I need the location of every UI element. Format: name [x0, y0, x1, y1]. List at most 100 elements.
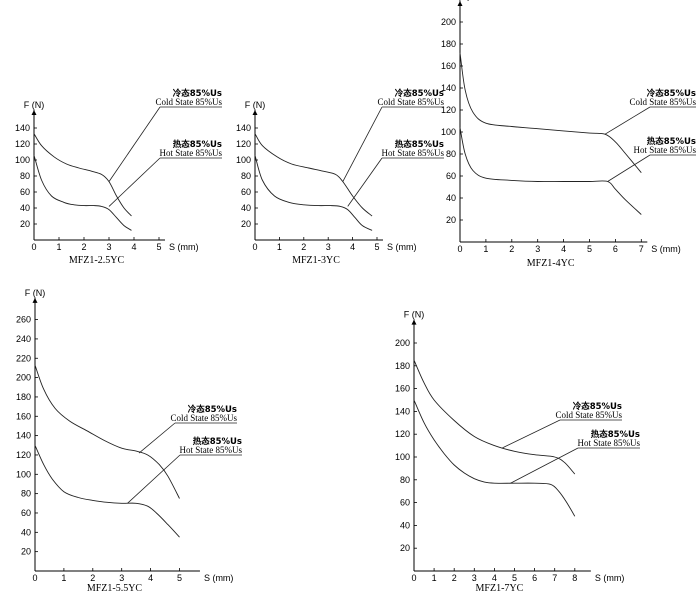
series-label-en: Cold State 85%Us [171, 413, 238, 423]
x-tick-label: 4 [492, 573, 497, 583]
y-tick-label: 140 [16, 431, 31, 441]
x-tick-label: 2 [509, 244, 514, 254]
y-tick-label: 60 [241, 187, 251, 197]
x-tick-label: 0 [457, 244, 462, 254]
x-tick-label: 6 [532, 573, 537, 583]
series-label-cn: 热态85%Us [395, 139, 444, 150]
x-tick-label: 5 [177, 573, 182, 583]
hot-state-curve [254, 155, 373, 231]
y-tick-label: 180 [395, 361, 410, 371]
leader-line [127, 454, 181, 504]
series-label-en: Hot State 85%Us [160, 148, 223, 158]
y-tick-label: 180 [16, 392, 31, 402]
y-axis-arrow [411, 319, 417, 325]
leader-line [604, 106, 651, 135]
chart-3: 20 40 60 80 100 120 140 160 180 200 0 1 2 3 4 5 6 7 F (N) S… [441, 0, 697, 269]
x-tick-label: 2 [452, 573, 457, 583]
x-axis-label: S (mm) [387, 242, 417, 252]
y-tick-label: 200 [395, 338, 410, 348]
x-tick-label: 3 [106, 242, 111, 252]
y-tick-label: 100 [441, 127, 456, 137]
y-tick-label: 40 [446, 193, 456, 203]
y-tick-label: 200 [16, 373, 31, 383]
series-label-en: Hot State 85%Us [382, 148, 445, 158]
y-axis-label: F (N) [245, 100, 266, 110]
y-tick-label: 80 [20, 171, 30, 181]
chart-5: 20 40 60 80 100 120 140 160 180 200 0 1 2 3 4 5 6 7 8 F (N)… [395, 310, 641, 594]
series-label-en: Hot State 85%Us [634, 145, 697, 155]
y-tick-label: 20 [21, 547, 31, 557]
y-tick-label: 80 [241, 171, 251, 181]
x-tick-label: 8 [572, 573, 577, 583]
series-label-cn: 冷态85%Us [395, 88, 444, 99]
y-tick-label: 100 [16, 469, 31, 479]
x-axis-label: S (mm) [651, 244, 681, 254]
y-tick-label: 40 [241, 203, 251, 213]
y-tick-label: 20 [20, 219, 30, 229]
y-tick-label: 120 [236, 139, 251, 149]
x-tick-label: 2 [81, 242, 86, 252]
series-label-en: Cold State 85%Us [630, 97, 697, 107]
series-label-cn: 热态85%Us [193, 436, 242, 447]
y-tick-label: 140 [236, 123, 251, 133]
y-tick-label: 100 [15, 155, 30, 165]
y-tick-label: 60 [21, 508, 31, 518]
x-tick-label: 0 [411, 573, 416, 583]
series-label-cn: 冷态85%Us [573, 401, 622, 412]
y-axis-arrow [32, 297, 38, 303]
series-label-cn: 热态85%Us [647, 136, 696, 147]
leader-line [108, 106, 161, 182]
leader-line [342, 106, 383, 182]
x-axis-label: S (mm) [204, 573, 234, 583]
cold-state-curve [254, 133, 373, 217]
y-tick-label: 160 [441, 61, 456, 71]
x-tick-label: 7 [552, 573, 557, 583]
x-tick-label: 5 [156, 242, 161, 252]
y-tick-label: 60 [400, 498, 410, 508]
x-axis-label: S (mm) [169, 242, 199, 252]
x-tick-label: 1 [277, 242, 282, 252]
series-label-en: Cold State 85%Us [156, 97, 223, 107]
y-tick-label: 60 [20, 187, 30, 197]
x-tick-label: 0 [32, 573, 37, 583]
y-tick-label: 160 [16, 411, 31, 421]
x-tick-label: 1 [483, 244, 488, 254]
x-tick-label: 3 [119, 573, 124, 583]
leader-line [138, 422, 176, 454]
series-label-cn: 冷态85%Us [647, 88, 696, 99]
y-tick-label: 220 [16, 353, 31, 363]
cold-state-curve [459, 52, 642, 173]
y-tick-label: 240 [16, 334, 31, 344]
series-label-cn: 冷态85%Us [188, 404, 237, 415]
x-tick-label: 5 [374, 242, 379, 252]
y-tick-label: 20 [400, 543, 410, 553]
y-tick-label: 60 [446, 171, 456, 181]
x-tick-label: 3 [472, 573, 477, 583]
y-tick-label: 40 [20, 203, 30, 213]
x-tick-label: 3 [326, 242, 331, 252]
leader-line [502, 419, 561, 449]
hot-state-curve [459, 127, 642, 215]
x-tick-label: 4 [350, 242, 355, 252]
y-axis-label: F (N) [450, 0, 471, 1]
y-tick-label: 140 [395, 406, 410, 416]
chart-title: MFZ1-2.5YC [69, 255, 125, 266]
x-tick-label: 2 [90, 573, 95, 583]
leader-line [347, 157, 383, 207]
y-axis-arrow [31, 110, 37, 115]
hot-state-curve [33, 155, 132, 231]
y-axis-label: F (N) [24, 100, 45, 110]
y-tick-label: 260 [16, 315, 31, 325]
hot-state-curve [34, 445, 180, 538]
y-tick-label: 20 [241, 219, 251, 229]
cold-state-curve [413, 359, 576, 475]
chart-title: MFZ1-5.5YC [87, 583, 143, 594]
leader-line [607, 154, 651, 182]
x-tick-label: 1 [432, 573, 437, 583]
series-label-cn: 热态85%Us [591, 429, 640, 440]
y-axis-label: F (N) [25, 288, 46, 298]
y-tick-label: 180 [441, 39, 456, 49]
hot-state-curve [413, 399, 576, 517]
y-tick-label: 160 [395, 384, 410, 394]
y-tick-label: 120 [15, 139, 30, 149]
